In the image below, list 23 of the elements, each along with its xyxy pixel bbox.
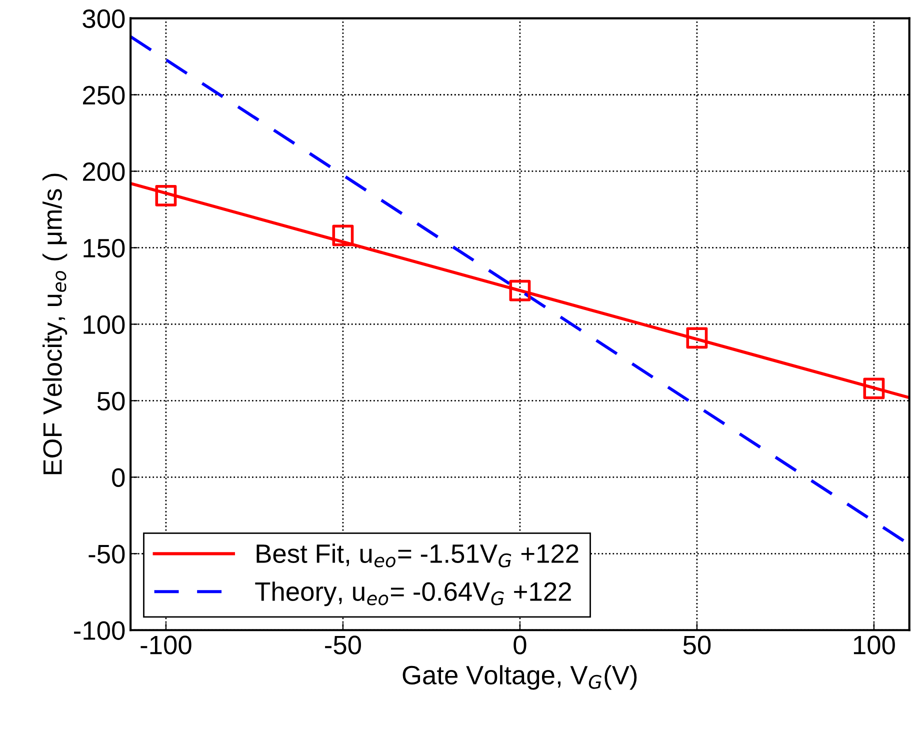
y-tick-label: 200 (83, 162, 125, 182)
y-axis-title: EOF Velocity, u$_{eo}$ ( μm/s ) (42, 174, 68, 474)
y-tick-label: 0 (112, 468, 125, 487)
x-tick-label: -50 (325, 636, 361, 654)
legend-label: Best Fit, u$_{eo}$= -1.51V$_{G}$ +122 (256, 544, 578, 568)
point (332, 224, 354, 246)
x-axis-title: Gate Voltage, V$_{G}$(V) (402, 665, 637, 690)
point (686, 327, 708, 349)
point (863, 378, 885, 400)
x-tick-label: -100 (140, 636, 192, 654)
y-tick-label: -100 (74, 621, 125, 640)
y-tick-label: 150 (84, 238, 125, 258)
point (155, 185, 177, 206)
x-tick-label: 100 (854, 636, 895, 654)
y-tick-label: 300 (82, 9, 125, 28)
x-tick-label: 50 (683, 636, 711, 654)
legend-label: Theory, u$_{eo}$= -0.64V$_{G}$ +122 (255, 582, 571, 606)
point (509, 280, 531, 302)
y-tick-label: 100 (84, 315, 125, 334)
y-tick-label: -50 (88, 544, 125, 564)
y-tick-label: 250 (83, 86, 125, 105)
x-tick-label: 0 (514, 636, 526, 654)
y-tick-label: 50 (97, 392, 125, 410)
